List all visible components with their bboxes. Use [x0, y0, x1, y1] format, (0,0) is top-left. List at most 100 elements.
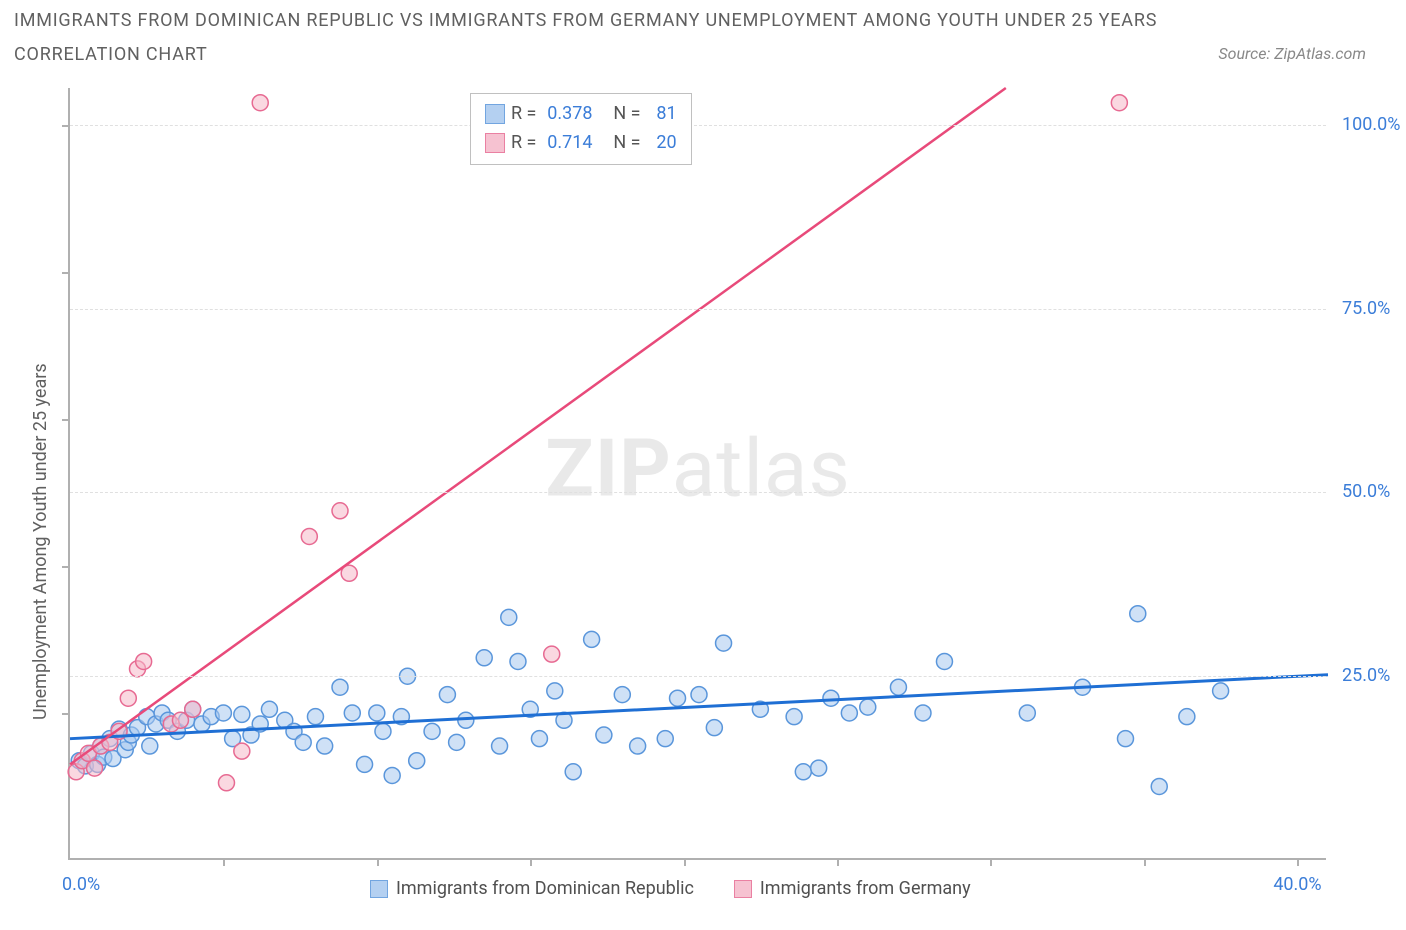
n-label: N =: [613, 100, 640, 129]
data-point: [344, 705, 360, 721]
y-tick-label: 50.0%: [1342, 481, 1390, 502]
data-point: [786, 709, 802, 725]
data-point: [218, 775, 234, 791]
x-tick: [530, 858, 532, 866]
r-label: R =: [511, 129, 536, 158]
chart-title-line2: CORRELATION CHART: [14, 44, 208, 65]
trend-line: [70, 88, 1006, 764]
legend-swatch: [734, 880, 752, 898]
x-tick: [377, 858, 379, 866]
data-point: [936, 653, 952, 669]
data-point: [261, 701, 277, 717]
data-point: [424, 723, 440, 739]
series-legend: Immigrants from Dominican Republic Immigr…: [370, 878, 971, 899]
data-point: [1213, 683, 1229, 699]
data-point: [409, 753, 425, 769]
data-point: [670, 690, 686, 706]
r-value: 0.378: [542, 100, 592, 129]
data-point: [492, 738, 508, 754]
data-point: [1179, 709, 1195, 725]
data-point: [357, 756, 373, 772]
data-point: [630, 738, 646, 754]
data-point: [476, 650, 492, 666]
x-tick: [223, 858, 225, 866]
gridline: [70, 125, 1326, 126]
gridline: [70, 309, 1326, 310]
data-point: [369, 705, 385, 721]
data-point: [332, 679, 348, 695]
y-tick-label: 75.0%: [1342, 298, 1390, 319]
data-point: [860, 699, 876, 715]
data-point: [332, 503, 348, 519]
r-label: R =: [511, 100, 536, 129]
data-point: [691, 687, 707, 703]
data-point: [596, 727, 612, 743]
y-tick-label: 100.0%: [1342, 114, 1400, 135]
data-point: [841, 705, 857, 721]
n-value: 20: [647, 129, 677, 158]
x-min-label: 0.0%: [62, 874, 100, 895]
x-tick: [1297, 858, 1299, 866]
data-point: [295, 734, 311, 750]
stats-legend: R =0.378 N = 81 R =0.714 N = 20: [470, 93, 692, 165]
series-legend-item: Immigrants from Germany: [734, 878, 971, 899]
data-point: [215, 705, 231, 721]
chart-svg: [70, 88, 1328, 860]
data-point: [317, 738, 333, 754]
data-point: [547, 683, 563, 699]
data-point: [915, 705, 931, 721]
x-tick: [1144, 858, 1146, 866]
gridline: [70, 492, 1326, 493]
data-point: [614, 687, 630, 703]
n-value: 81: [647, 100, 677, 129]
data-point: [185, 701, 201, 717]
gridline: [70, 676, 1326, 677]
legend-swatch: [485, 133, 505, 153]
data-point: [531, 731, 547, 747]
series-legend-label: Immigrants from Germany: [760, 878, 971, 899]
y-tick: [62, 419, 70, 421]
data-point: [375, 723, 391, 739]
data-point: [384, 767, 400, 783]
data-point: [510, 653, 526, 669]
y-tick: [62, 125, 70, 127]
data-point: [1117, 731, 1133, 747]
y-tick: [62, 566, 70, 568]
trend-line: [70, 675, 1328, 739]
n-label: N =: [613, 129, 640, 158]
y-tick: [62, 272, 70, 274]
data-point: [449, 734, 465, 750]
x-max-label: 40.0%: [1273, 874, 1321, 895]
stats-legend-row: R =0.714 N = 20: [485, 129, 677, 158]
x-tick: [684, 858, 686, 866]
stats-legend-row: R =0.378 N = 81: [485, 100, 677, 129]
data-point: [234, 706, 250, 722]
data-point: [890, 679, 906, 695]
data-point: [301, 528, 317, 544]
x-tick: [837, 858, 839, 866]
data-point: [544, 646, 560, 662]
data-point: [120, 690, 136, 706]
data-point: [584, 631, 600, 647]
data-point: [1111, 95, 1127, 111]
data-point: [307, 709, 323, 725]
x-tick: [990, 858, 992, 866]
y-tick-label: 25.0%: [1342, 665, 1390, 686]
series-legend-label: Immigrants from Dominican Republic: [396, 878, 694, 899]
r-value: 0.714: [542, 129, 592, 158]
data-point: [501, 609, 517, 625]
data-point: [439, 687, 455, 703]
data-point: [1151, 778, 1167, 794]
data-point: [657, 731, 673, 747]
data-point: [136, 653, 152, 669]
y-tick: [62, 713, 70, 715]
data-point: [234, 743, 250, 759]
legend-swatch: [370, 880, 388, 898]
source-attribution: Source: ZipAtlas.com: [1218, 44, 1366, 63]
data-point: [716, 635, 732, 651]
data-point: [811, 760, 827, 776]
data-point: [565, 764, 581, 780]
legend-swatch: [485, 104, 505, 124]
series-legend-item: Immigrants from Dominican Republic: [370, 878, 694, 899]
data-point: [142, 738, 158, 754]
